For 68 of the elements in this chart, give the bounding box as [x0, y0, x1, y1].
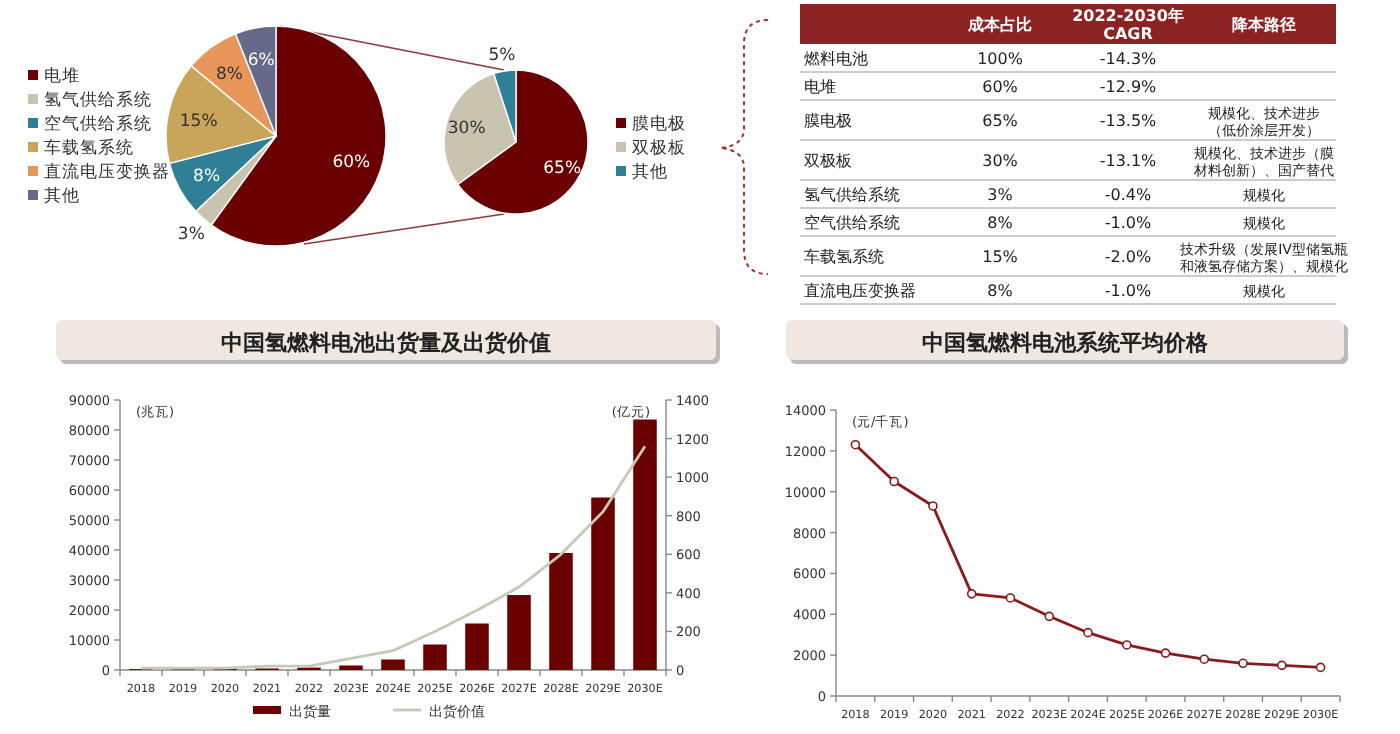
text: -14.3% — [1099, 50, 1157, 68]
data-label: 5% — [488, 46, 516, 67]
text: -13.1% — [1099, 152, 1157, 170]
data-label: 8% — [193, 167, 221, 188]
legend-label: 电堆 — [44, 65, 80, 87]
text: 30% — [982, 152, 1018, 170]
data-label: 65% — [543, 158, 582, 179]
bar — [423, 644, 447, 670]
legend-label: 车载氢系统 — [44, 137, 134, 159]
text: 100% — [977, 50, 1023, 68]
point — [889, 476, 899, 487]
text: -12.9% — [1099, 78, 1157, 96]
point — [928, 501, 938, 511]
legend-label: 双极板 — [632, 137, 686, 159]
legend-label: 膜电极 — [632, 113, 686, 135]
legend-label: 其他 — [632, 161, 668, 183]
text: 双极板 — [804, 152, 852, 170]
data-label: 6% — [247, 51, 275, 72]
point — [1315, 662, 1326, 673]
point — [1238, 658, 1248, 669]
chart-title: 中国氢燃料电池出货量及出货价值 — [221, 330, 551, 356]
text: 60% — [982, 78, 1018, 96]
point — [1160, 648, 1171, 658]
category-label: 成本占比 — [966, 16, 1032, 34]
text: 15% — [982, 248, 1018, 266]
point — [1199, 654, 1210, 665]
text: 空气供给系统 — [804, 214, 900, 232]
text: -1.0% — [1104, 282, 1152, 300]
legend-label: 直流电压变换器 — [44, 161, 170, 183]
data-label: 3% — [177, 225, 205, 246]
category-label: 2022-2030年 CAGR — [1072, 7, 1184, 43]
bar — [549, 553, 573, 670]
legend-label: 空气供给系统 — [44, 113, 152, 135]
line-series — [139, 444, 647, 670]
legend-label: 氢气供给系统 — [44, 89, 152, 111]
text: -2.0% — [1104, 248, 1152, 266]
category-label: 降本路径 — [1232, 16, 1296, 34]
text: 直流电压变换器 — [804, 282, 916, 300]
text: 氢气供给系统 — [804, 186, 900, 204]
text: 8% — [987, 282, 1013, 300]
data-label: 8% — [215, 64, 243, 85]
chart-title: 中国氢燃料电池系统平均价格 — [922, 330, 1210, 356]
text: 膜电极 — [804, 112, 852, 130]
text: -0.4% — [1104, 186, 1152, 204]
data-label: 60% — [332, 153, 371, 174]
bar — [381, 659, 405, 670]
point — [1044, 611, 1055, 622]
text: 燃料电池 — [804, 50, 868, 68]
text: 车载氢系统 — [804, 248, 884, 266]
bar — [591, 497, 615, 670]
text: 8% — [987, 214, 1013, 232]
text: 电堆 — [804, 78, 836, 96]
bar — [507, 595, 531, 670]
point — [966, 589, 977, 599]
point — [850, 439, 861, 450]
point — [1005, 593, 1016, 603]
text: -13.5% — [1099, 112, 1157, 130]
point — [1083, 627, 1093, 638]
bar — [633, 419, 657, 670]
text: 65% — [982, 112, 1018, 130]
bar — [465, 623, 489, 670]
text: -1.0% — [1104, 214, 1152, 232]
point — [1277, 660, 1287, 671]
point — [1121, 640, 1132, 650]
legend-label: 其他 — [44, 185, 80, 207]
data-label: 30% — [447, 118, 486, 139]
text: 3% — [987, 186, 1013, 204]
data-label: 15% — [179, 111, 218, 132]
